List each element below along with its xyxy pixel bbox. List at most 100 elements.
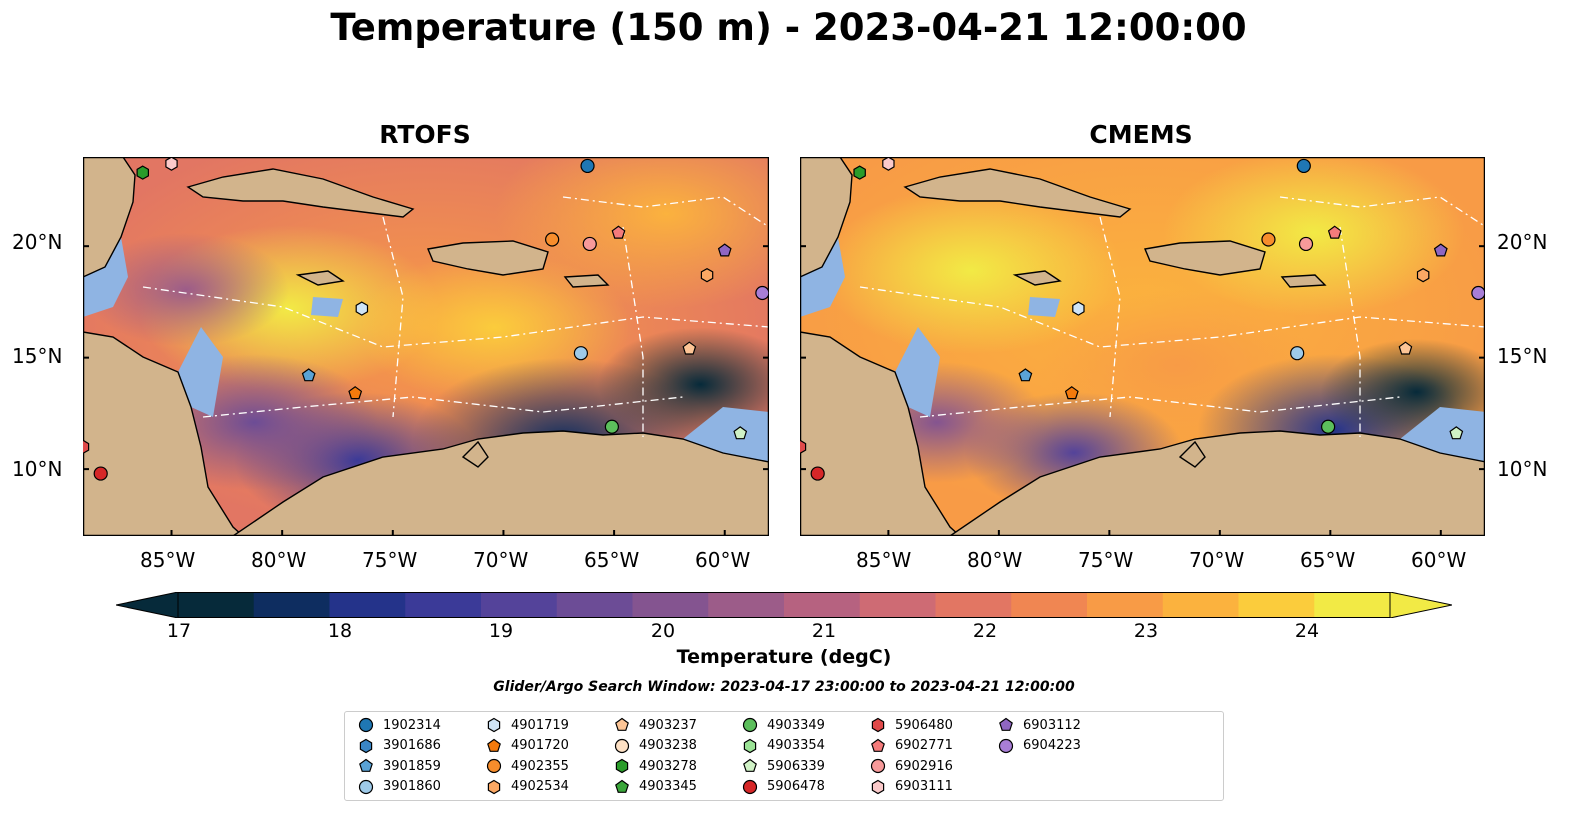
lat-tick-15n-right: 15°N [1497,344,1548,368]
float-marker-3901860 [1290,346,1305,361]
legend-label: 4902355 [511,758,569,774]
circle-marker-icon [358,717,374,733]
legend-item-1902314: 1902314 [357,715,441,735]
legend-item-4901719: 4901719 [485,715,569,735]
float-marker-6903111 [165,157,178,171]
legend-marker-6903111 [871,779,885,794]
lon-tick-80w-left: 80°W [251,548,307,572]
colorbar-label: Temperature (degC) [676,646,892,668]
float-marker-6903111 [882,157,895,171]
lat-tick-10n-right: 10°N [1497,457,1548,481]
circle-marker-icon [614,738,630,753]
legend-item-4903238: 4903238 [613,736,697,756]
legend-marker-6903112 [999,717,1013,731]
legend-item-3901860: 3901860 [357,777,441,797]
float-marker-5906478 [93,466,108,481]
pentagon-marker-icon [743,758,757,772]
colorbar-tick-23: 23 [1133,620,1159,642]
colorbar-tick-18: 18 [327,620,353,642]
legend-marker-3901859 [359,758,373,772]
float-marker-4901719 [355,301,369,316]
lon-tick-80w-right: 80°W [967,548,1023,572]
legend-marker-4903278 [615,758,629,774]
legend-marker-4902355 [486,758,502,774]
legend-item-5906339: 5906339 [741,756,825,776]
lon-tick-70w-left: 70°W [473,548,529,572]
float-marker-6903112 [1433,243,1448,257]
legend-item-6904223: 6904223 [997,736,1081,756]
legend-label: 4903278 [639,758,697,774]
lon-tick-85w-right: 85°W [856,548,912,572]
pentagon-marker-icon [487,738,501,752]
lat-tick-20n-right: 20°N [1497,230,1548,254]
legend-item-6903112: 6903112 [997,715,1081,735]
float-marker-4901720 [348,386,363,400]
float-marker-6902916 [582,236,597,252]
legend-label: 4901719 [511,717,569,733]
legend-label: 4903237 [639,717,697,733]
hexagon-marker-icon [615,758,629,774]
circle-marker-icon [870,758,886,774]
float-marker-5906478 [810,466,825,481]
legend-label: 4903345 [639,779,697,794]
pentagon-marker-icon [615,779,629,793]
legend-item-4901720: 4901720 [485,736,569,756]
legend-marker-5906480 [871,717,885,733]
float-marker-4903278 [853,165,866,180]
float-marker-4902534 [1416,268,1430,283]
lon-tick-65w-right: 65°W [1300,548,1356,572]
legend-label: 5906478 [767,779,825,794]
legend-marker-6902916 [870,758,886,774]
legend-label: 4903354 [767,738,825,753]
legend-item-5906478: 5906478 [741,777,825,797]
float-marker-4902534 [700,268,714,283]
legend-marker-5906339 [743,758,757,772]
legend-marker-6904223 [998,738,1014,753]
float-marker-4903237 [1398,341,1413,355]
hexagon-marker-icon [487,779,501,794]
legend-item-4903278: 4903278 [613,756,697,776]
float-marker-6902771 [611,225,626,239]
float-marker-3901860 [573,346,589,361]
hexagon-marker-icon [743,738,757,753]
legend-item-3901686: 3901686 [357,736,441,756]
legend-item-6903111: 6903111 [869,777,953,797]
legend-marker-4903237 [615,717,629,731]
legend-label: 4902534 [511,779,569,794]
legend-item-4903349: 4903349 [741,715,825,735]
float-marker-5906339 [733,426,748,440]
legend-marker-4903345 [615,779,629,793]
legend-marker-3901686 [359,738,373,753]
lon-tick-60w-right: 60°W [1411,548,1467,572]
colorbar-tick-21: 21 [811,620,837,642]
float-marker-4902355 [545,232,560,247]
search-window-text: Glider/Argo Search Window: 2023-04-17 23… [493,679,1075,695]
pentagon-marker-icon [615,717,629,731]
lat-tick-10n-left: 10°N [12,457,63,481]
legend-marker-1902314 [358,717,374,733]
float-marker-6902916 [1298,236,1314,252]
legend-item-4902534: 4902534 [485,777,569,797]
lat-tick-20n-left: 20°N [12,230,63,254]
legend-label: 6903112 [1023,717,1081,733]
legend-label: 3901860 [383,779,441,794]
legend-label: 5906480 [895,717,953,733]
colorbar [116,592,1452,618]
panel-title-cmems: CMEMS [1089,120,1193,149]
colorbar-tick-24: 24 [1294,620,1320,642]
float-marker-4901719 [1072,301,1085,316]
circle-marker-icon [742,717,758,733]
hexagon-marker-icon [359,738,373,753]
circle-marker-icon [998,738,1014,753]
colorbar-tick-22: 22 [972,620,998,642]
pentagon-marker-icon [359,758,373,772]
panel-title-rtofs: RTOFS [379,120,471,149]
legend-label: 6902916 [895,758,953,774]
legend-marker-4901720 [487,738,501,752]
legend-label: 4903238 [639,738,697,753]
legend-item-6902771: 6902771 [869,736,953,756]
hexagon-marker-icon [871,717,885,733]
legend-marker-4901719 [487,717,501,733]
float-marker-5906480 [83,439,90,454]
hexagon-marker-icon [871,779,885,794]
